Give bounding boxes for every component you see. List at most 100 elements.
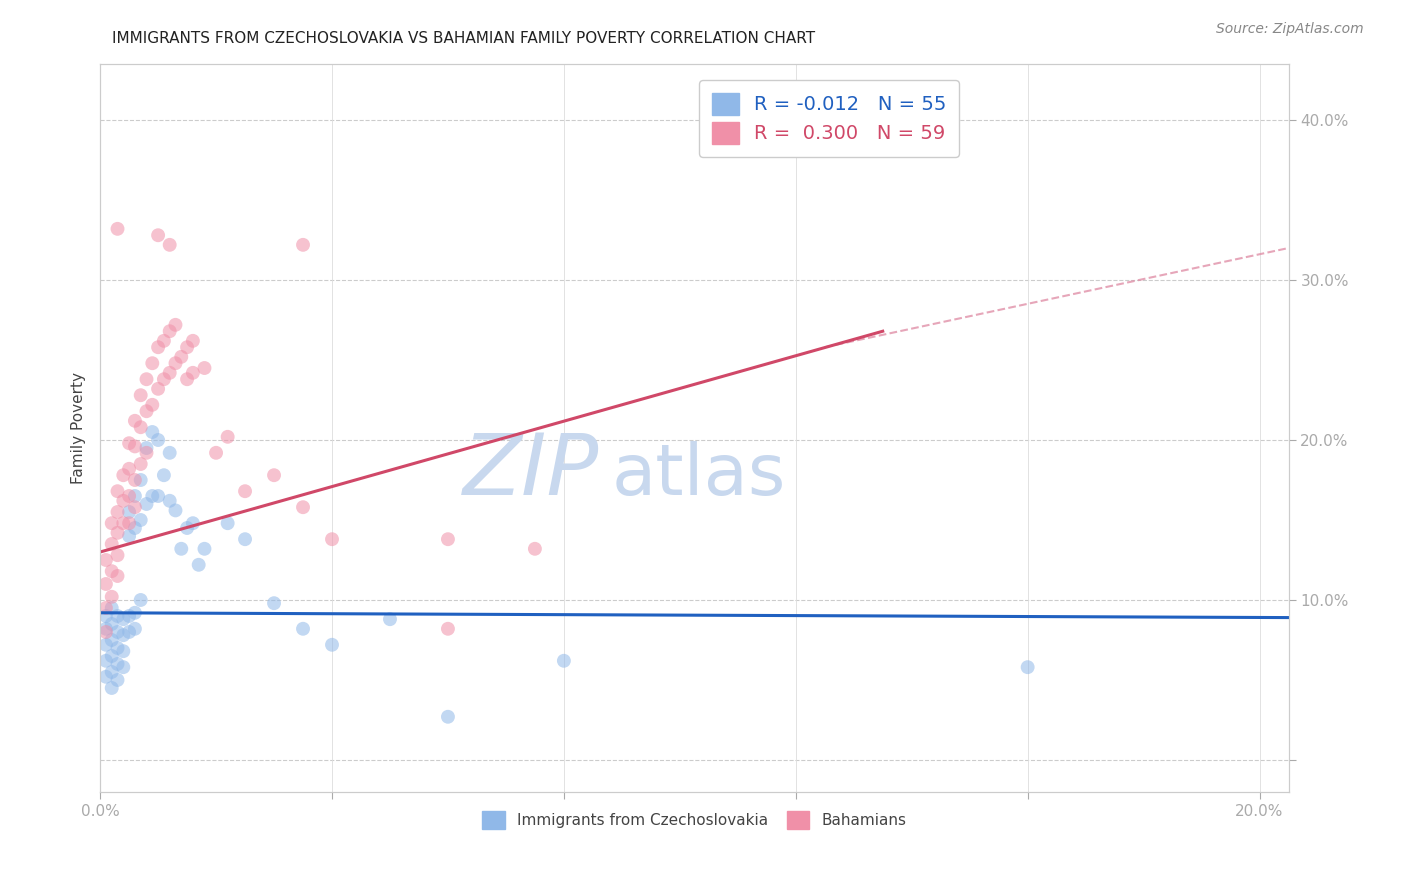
- Point: [100, 564, 122, 578]
- Point: [118, 436, 141, 450]
- Point: [205, 446, 228, 460]
- Point: [292, 500, 315, 515]
- Point: [94, 654, 117, 668]
- Point: [146, 489, 169, 503]
- Point: [124, 489, 146, 503]
- Point: [321, 532, 343, 546]
- Point: [94, 638, 117, 652]
- Point: [159, 324, 181, 338]
- Point: [118, 609, 141, 624]
- Point: [94, 601, 117, 615]
- Point: [146, 228, 169, 243]
- Point: [146, 382, 169, 396]
- Point: [124, 414, 146, 428]
- Point: [129, 473, 152, 487]
- Point: [193, 361, 215, 376]
- Point: [107, 657, 129, 671]
- Point: [107, 569, 129, 583]
- Point: [159, 366, 181, 380]
- Point: [165, 356, 187, 370]
- Point: [165, 318, 187, 332]
- Point: [100, 537, 122, 551]
- Point: [176, 372, 198, 386]
- Point: [107, 673, 129, 687]
- Point: [100, 601, 122, 615]
- Point: [170, 350, 193, 364]
- Point: [159, 237, 181, 252]
- Point: [135, 446, 157, 460]
- Point: [141, 356, 163, 370]
- Point: [217, 516, 239, 531]
- Point: [129, 513, 152, 527]
- Point: [94, 622, 117, 636]
- Point: [170, 541, 193, 556]
- Point: [181, 334, 204, 348]
- Point: [437, 622, 460, 636]
- Point: [112, 493, 135, 508]
- Point: [233, 532, 256, 546]
- Point: [153, 334, 176, 348]
- Point: [100, 665, 122, 679]
- Point: [263, 468, 285, 483]
- Point: [523, 541, 546, 556]
- Point: [146, 433, 169, 447]
- Point: [107, 548, 129, 562]
- Point: [107, 609, 129, 624]
- Point: [292, 237, 315, 252]
- Point: [124, 473, 146, 487]
- Point: [124, 500, 146, 515]
- Point: [153, 372, 176, 386]
- Point: [107, 484, 129, 499]
- Point: [124, 622, 146, 636]
- Point: [118, 529, 141, 543]
- Point: [94, 553, 117, 567]
- Point: [159, 493, 181, 508]
- Point: [100, 681, 122, 695]
- Point: [107, 505, 129, 519]
- Point: [100, 516, 122, 531]
- Point: [124, 439, 146, 453]
- Point: [187, 558, 209, 572]
- Point: [129, 420, 152, 434]
- Text: IMMIGRANTS FROM CZECHOSLOVAKIA VS BAHAMIAN FAMILY POVERTY CORRELATION CHART: IMMIGRANTS FROM CZECHOSLOVAKIA VS BAHAMI…: [112, 31, 815, 46]
- Point: [553, 654, 575, 668]
- Point: [118, 516, 141, 531]
- Text: Source: ZipAtlas.com: Source: ZipAtlas.com: [1216, 22, 1364, 37]
- Point: [124, 606, 146, 620]
- Point: [94, 670, 117, 684]
- Point: [100, 617, 122, 632]
- Y-axis label: Family Poverty: Family Poverty: [72, 372, 86, 484]
- Point: [437, 532, 460, 546]
- Point: [118, 489, 141, 503]
- Point: [100, 632, 122, 647]
- Point: [176, 521, 198, 535]
- Point: [94, 577, 117, 591]
- Point: [437, 710, 460, 724]
- Point: [233, 484, 256, 499]
- Point: [1017, 660, 1039, 674]
- Point: [118, 505, 141, 519]
- Point: [378, 612, 401, 626]
- Legend: Immigrants from Czechoslovakia, Bahamians: Immigrants from Czechoslovakia, Bahamian…: [475, 805, 912, 835]
- Point: [112, 644, 135, 658]
- Point: [141, 398, 163, 412]
- Point: [292, 622, 315, 636]
- Point: [94, 625, 117, 640]
- Point: [107, 625, 129, 640]
- Point: [100, 648, 122, 663]
- Point: [159, 446, 181, 460]
- Point: [107, 222, 129, 236]
- Point: [141, 425, 163, 439]
- Point: [135, 441, 157, 455]
- Point: [135, 404, 157, 418]
- Point: [217, 430, 239, 444]
- Point: [129, 593, 152, 607]
- Point: [181, 366, 204, 380]
- Point: [112, 468, 135, 483]
- Point: [135, 497, 157, 511]
- Point: [100, 590, 122, 604]
- Point: [112, 516, 135, 531]
- Point: [146, 340, 169, 354]
- Point: [118, 462, 141, 476]
- Point: [181, 516, 204, 531]
